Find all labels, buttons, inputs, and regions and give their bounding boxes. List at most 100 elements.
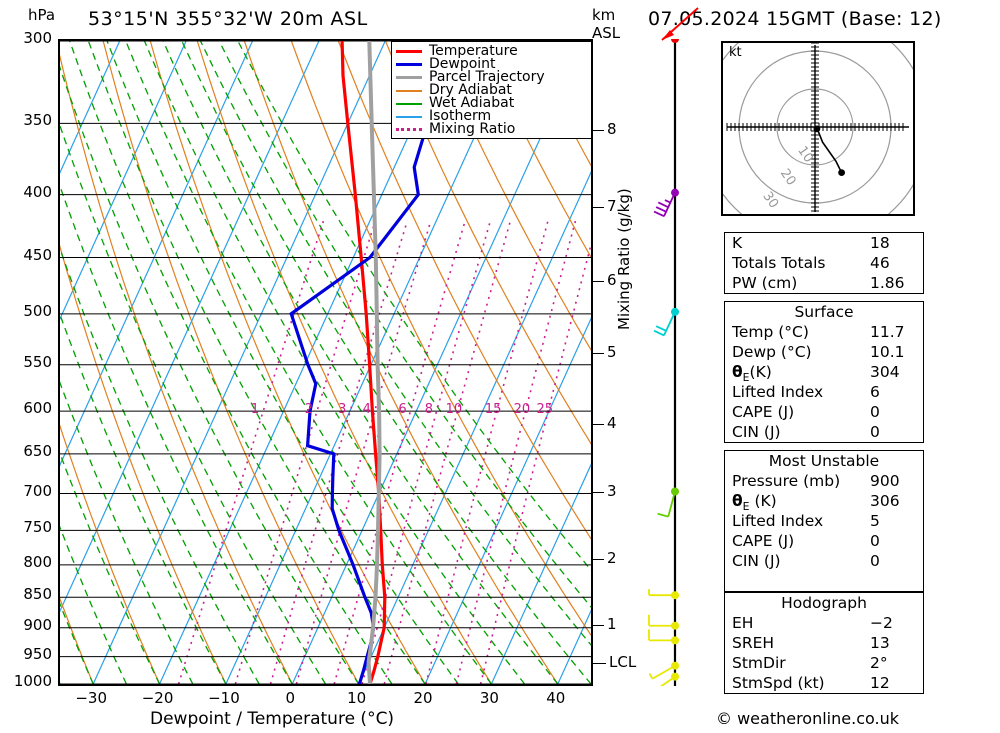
height-tick-label: 8 [607, 120, 617, 139]
mixing-ratio-value-label: 4 [362, 401, 371, 417]
mixing-ratio-axis-title: Mixing Ratio (g/kg) [615, 188, 633, 330]
forecast-datetime: 07.05.2024 15GMT (Base: 12) [648, 8, 942, 30]
pressure-tick-label: 450 [23, 245, 52, 264]
info-row: K 18 [725, 233, 923, 253]
pressure-tick-label: 600 [23, 399, 52, 418]
surface-parcel-box: Surface Temp (°C) 11.7 Dewp (°C) 10.1 θE(K) 30… [724, 301, 924, 443]
wind-barb [648, 661, 679, 680]
info-row: PW (cm) 1.86 [725, 273, 923, 293]
height-tick-mark [593, 624, 604, 626]
station-title: 53°15'N 355°32'W 20m ASL [88, 8, 368, 30]
info-row: Lifted Index 5 [725, 511, 923, 531]
height-unit-label: km [592, 6, 616, 24]
most-unstable-box: Most Unstable Pressure (mb) 900 θE (K) 306 Li… [724, 450, 924, 592]
info-label: EH [732, 614, 754, 632]
legend-item: Dry Adiabat [396, 83, 591, 97]
info-label: StmSpd (kt) [732, 674, 825, 692]
wind-barb [657, 487, 679, 518]
pressure-tick-label: 750 [23, 518, 52, 537]
height-tick-mark [593, 206, 604, 208]
temperature-tick-label: 0 [285, 689, 296, 707]
x-axis-title: Dewpoint / Temperature (°C) [150, 709, 395, 729]
wind-barb [653, 307, 679, 337]
legend-label: Parcel Trajectory [429, 69, 545, 85]
height-tick-mark [593, 492, 604, 494]
info-value: 11.7 [870, 323, 905, 341]
height-tick-mark [593, 353, 604, 355]
legend-label: Mixing Ratio [429, 121, 516, 137]
info-row: CIN (J) 0 [725, 422, 923, 442]
info-label: Pressure (mb) [732, 472, 841, 490]
legend-swatch-icon [396, 115, 422, 118]
hodograph-ring-label: 30 [759, 189, 781, 211]
mixing-ratio-value-label: 2 [304, 401, 314, 417]
info-box-heading: Most Unstable [768, 452, 880, 470]
legend-swatch-icon [396, 50, 422, 53]
info-value: 10.1 [870, 343, 905, 361]
info-value: 13 [870, 634, 890, 652]
height-tick-label: 6 [607, 270, 617, 289]
wind-barb [660, 672, 679, 686]
height-tick-label: 1 [607, 614, 617, 633]
temperature-tick-label: 20 [413, 689, 433, 707]
info-label: StmDir [732, 654, 786, 672]
info-label: Lifted Index [732, 512, 824, 530]
info-value: 1.86 [870, 274, 905, 292]
wind-barb [648, 589, 679, 600]
info-value: 5 [870, 512, 880, 530]
info-value: 0 [870, 423, 880, 441]
info-row: EH −2 [725, 613, 923, 633]
height-unit-label-2: ASL [592, 24, 621, 42]
legend-item: Mixing Ratio [396, 121, 591, 137]
info-value: 0 [870, 532, 880, 550]
temperature-tick-label: −10 [208, 689, 240, 707]
height-tick-mark [593, 130, 604, 132]
pressure-tick-label: 350 [23, 111, 52, 130]
height-tick-mark [593, 280, 604, 282]
temperature-tick-label: −20 [141, 689, 174, 707]
mixing-ratio-value-label: 1 [250, 401, 260, 417]
legend-label: Dewpoint [429, 56, 496, 72]
info-label: CAPE (J) [732, 532, 795, 550]
height-tick-label: 3 [607, 482, 617, 501]
legend-item: Dewpoint [396, 56, 591, 72]
hodograph-unit-label: kt [729, 45, 742, 60]
info-label: CIN (J) [732, 552, 781, 570]
wind-barb [648, 629, 679, 645]
copyright-notice: © weatheronline.co.uk [716, 709, 899, 728]
info-label: θE(K) [732, 363, 772, 385]
pressure-tick-label: 650 [23, 441, 52, 460]
height-tick-mark [593, 423, 604, 425]
pressure-unit-label: hPa [28, 6, 56, 24]
info-box-heading: Hodograph [781, 594, 867, 612]
pressure-tick-label: 500 [23, 301, 52, 320]
info-row: StmSpd (kt) 12 [725, 673, 923, 693]
skewt-canvas [60, 41, 591, 684]
chart-legend: Temperature Dewpoint Parcel Trajectory Dry … [391, 41, 592, 139]
hodograph-stats-box: Hodograph EH −2 SREH 13 StmDir 2° StmSpd (kt) 12 [724, 592, 924, 694]
info-label: K [732, 234, 743, 252]
info-value: 46 [870, 254, 890, 272]
info-label: Temp (°C) [732, 323, 809, 341]
pressure-tick-label: 800 [23, 552, 52, 571]
lcl-tick-mark [593, 662, 606, 664]
info-value: 2° [870, 654, 888, 672]
info-row: Pressure (mb) 900 [725, 471, 923, 491]
info-value: 900 [870, 472, 900, 490]
pressure-tick-label: 400 [23, 182, 52, 201]
info-row: CAPE (J) 0 [725, 402, 923, 422]
info-label: PW (cm) [732, 274, 798, 292]
info-value: −2 [870, 614, 893, 632]
info-label: Dewp (°C) [732, 343, 812, 361]
legend-swatch-icon [396, 76, 422, 79]
skewt-plot[interactable] [58, 39, 593, 686]
info-label: SREH [732, 634, 775, 652]
info-label: Totals Totals [732, 254, 826, 272]
mixing-ratio-value-label: 8 [424, 401, 433, 417]
hodograph-panel[interactable]: kt 10 20 30 [700, 12, 930, 242]
legend-label: Wet Adiabat [429, 95, 515, 111]
height-tick-label: 4 [607, 413, 617, 432]
info-row: SREH 13 [725, 633, 923, 653]
legend-swatch-icon [396, 128, 422, 131]
